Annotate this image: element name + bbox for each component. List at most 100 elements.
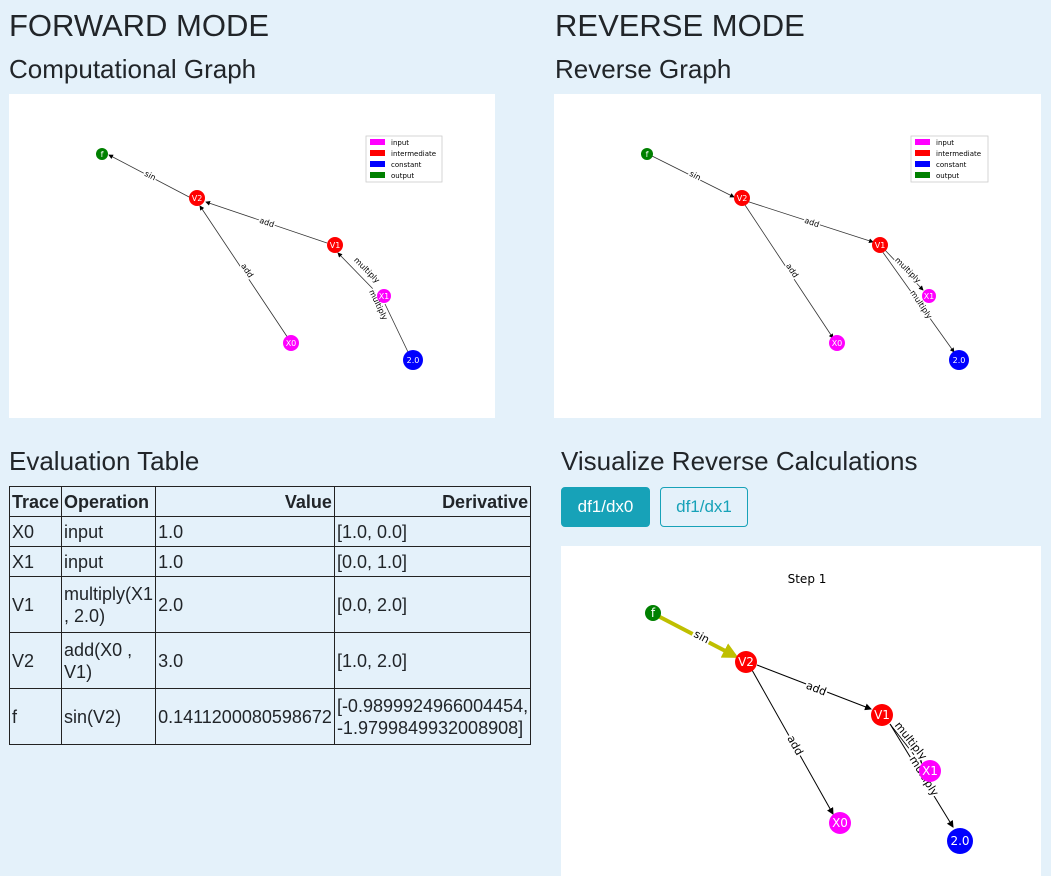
table-row: f sin(V2) 0.1411200080598672 [-0.9899924… — [8, 688, 532, 745]
edge-label-add-1: add — [803, 216, 820, 229]
edge-add-v1 — [742, 199, 874, 244]
cell-trace: X0 — [8, 516, 63, 547]
computational-graph-panel: sin add add multiply multiply f V2 V1 X1… — [9, 94, 495, 418]
cell-trace: f — [8, 688, 63, 745]
cell-trace: V1 — [8, 576, 63, 633]
node-label-v1: V1 — [874, 708, 890, 722]
cell-derivative: [1.0, 2.0] — [333, 632, 532, 689]
legend-intermediate: intermediate — [391, 150, 436, 158]
graph-legend: input intermediate constant output — [910, 135, 989, 183]
reverse-graph-panel: sin add add multiply multiply f V2 V1 X1… — [554, 94, 1041, 418]
edge-label-add-1: add — [804, 679, 828, 699]
node-constant — [947, 828, 973, 854]
legend-intermediate: intermediate — [936, 150, 981, 158]
cell-derivative: [1.0, 0.0] — [333, 516, 532, 547]
dfdx0-button[interactable]: df1/dx0 — [561, 487, 650, 527]
dfdx1-button[interactable]: df1/dx1 — [660, 487, 748, 527]
legend-output: output — [391, 172, 414, 180]
cell-trace: V2 — [8, 632, 63, 689]
edge-label-multiply-1: multiply — [893, 256, 923, 286]
node-label-x0: X0 — [286, 339, 297, 348]
reverse-mode-title: REVERSE MODE — [555, 8, 805, 43]
forward-mode-title: FORWARD MODE — [9, 8, 270, 43]
edge-add-x0 — [751, 669, 834, 815]
node-label-x1: X1 — [924, 292, 935, 301]
cell-operation: input — [61, 516, 157, 547]
legend-constant: constant — [391, 161, 422, 169]
edge-multiply-x1 — [889, 723, 923, 766]
node-label-v2: V2 — [737, 194, 748, 203]
computational-graph-title: Computational Graph — [9, 54, 257, 84]
node-x1 — [377, 289, 391, 303]
cell-derivative: [0.0, 2.0] — [333, 576, 532, 633]
legend-constant: constant — [936, 161, 967, 169]
edge-multiply-x1 — [337, 252, 376, 292]
edge-sin — [108, 154, 192, 199]
edge-label-add-2: add — [784, 733, 805, 757]
node-x0 — [829, 812, 851, 834]
node-label-constant: 2.0 — [950, 834, 969, 848]
cell-trace: X1 — [8, 546, 63, 577]
node-x1 — [919, 760, 941, 782]
node-label-constant: 2.0 — [953, 356, 966, 365]
node-f — [645, 605, 661, 621]
node-label-x0: X0 — [832, 816, 848, 830]
edge-sin — [647, 153, 735, 198]
node-v2 — [734, 190, 750, 206]
edge-label-add-2: add — [784, 262, 800, 280]
node-label-x1: X1 — [922, 764, 938, 778]
cell-value: 0.1411200080598672 — [155, 688, 335, 745]
highlight-edge-sin — [657, 614, 739, 658]
cell-operation: sin(V2) — [61, 688, 157, 745]
node-f — [641, 148, 653, 160]
table-row: V1 multiply(X1 , 2.0) 2.0 [0.0, 2.0] — [8, 576, 532, 633]
edge-label-sin: sin — [143, 169, 157, 182]
reverse-calculations-title: Visualize Reverse Calculations — [561, 446, 918, 476]
cell-value: 1.0 — [155, 516, 335, 547]
node-constant — [949, 350, 969, 370]
reverse-calculation-panel: Step 1 sin add add multiply multiply f V… — [561, 546, 1041, 876]
node-label-v1: V1 — [875, 241, 886, 250]
node-f — [96, 148, 108, 160]
node-x0 — [283, 335, 299, 351]
cell-operation: add(X0 , V1) — [61, 632, 157, 689]
edge-add-x0 — [744, 204, 834, 339]
node-v2 — [189, 190, 205, 206]
edge-label-add-2: add — [239, 262, 255, 280]
node-label-v2: V2 — [192, 194, 203, 203]
header-value: Value — [155, 486, 335, 517]
node-v2 — [735, 651, 757, 673]
header-trace: Trace — [8, 486, 63, 517]
evaluation-table: Trace Operation Value Derivative X0 inpu… — [8, 486, 532, 745]
edge-add-v1 — [756, 664, 872, 711]
node-v1 — [327, 237, 343, 253]
evaluation-table-title: Evaluation Table — [9, 446, 200, 476]
edge-multiply-c — [881, 250, 955, 353]
edge-label-add-1: add — [258, 216, 275, 229]
edge-label-multiply-1: multiply — [892, 719, 930, 763]
node-v1 — [871, 704, 893, 726]
header-operation: Operation — [61, 486, 157, 517]
cell-value: 1.0 — [155, 546, 335, 577]
node-label-f: f — [651, 606, 656, 620]
edge-add-v1 — [205, 201, 328, 244]
node-x1 — [922, 289, 936, 303]
legend-output: output — [936, 172, 959, 180]
graph-legend: input intermediate constant output — [365, 135, 443, 183]
reverse-calculation-graph: Step 1 sin add add multiply multiply f V… — [645, 572, 973, 854]
step-label: Step 1 — [788, 572, 827, 586]
table-row: X0 input 1.0 [1.0, 0.0] — [8, 516, 532, 547]
edge-add-x0 — [199, 205, 289, 339]
computational-graph: sin add add multiply multiply f V2 V1 X1… — [96, 135, 443, 370]
table-header-row: Trace Operation Value Derivative — [8, 486, 532, 517]
legend-input: input — [936, 139, 954, 147]
node-constant — [403, 350, 423, 370]
edge-label-multiply-1: multiply — [352, 256, 382, 286]
node-label-v1: V1 — [330, 241, 341, 250]
node-label-v2: V2 — [738, 655, 754, 669]
node-label-f: f — [101, 150, 104, 159]
node-x0 — [829, 335, 845, 351]
edge-multiply-c — [384, 303, 409, 353]
table-row: X1 input 1.0 [0.0, 1.0] — [8, 546, 532, 577]
reverse-graph-title: Reverse Graph — [555, 54, 732, 84]
